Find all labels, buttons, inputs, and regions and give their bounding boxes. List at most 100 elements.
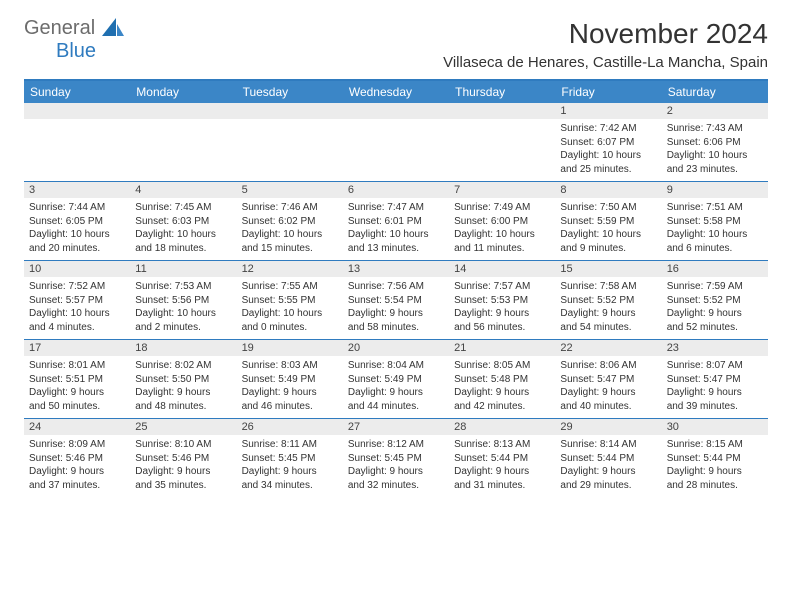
day-details: Sunrise: 8:12 AMSunset: 5:45 PMDaylight:… bbox=[343, 435, 449, 496]
sunrise-text: Sunrise: 7:47 AM bbox=[348, 201, 444, 215]
sunset-text: Sunset: 5:58 PM bbox=[667, 215, 763, 229]
day-cell: 27Sunrise: 8:12 AMSunset: 5:45 PMDayligh… bbox=[343, 419, 449, 497]
daylight-text-2: and 40 minutes. bbox=[560, 400, 656, 414]
weekday-header: Saturday bbox=[662, 81, 768, 103]
daylight-text-1: Daylight: 9 hours bbox=[560, 465, 656, 479]
day-details: Sunrise: 8:02 AMSunset: 5:50 PMDaylight:… bbox=[130, 356, 236, 417]
daylight-text-2: and 37 minutes. bbox=[29, 479, 125, 493]
day-number: 4 bbox=[130, 182, 236, 198]
daylight-text-1: Daylight: 9 hours bbox=[560, 386, 656, 400]
day-details: Sunrise: 7:52 AMSunset: 5:57 PMDaylight:… bbox=[24, 277, 130, 338]
sunset-text: Sunset: 5:44 PM bbox=[454, 452, 550, 466]
sunrise-text: Sunrise: 8:10 AM bbox=[135, 438, 231, 452]
day-number: 10 bbox=[24, 261, 130, 277]
day-cell: 29Sunrise: 8:14 AMSunset: 5:44 PMDayligh… bbox=[555, 419, 661, 497]
sunset-text: Sunset: 6:02 PM bbox=[242, 215, 338, 229]
daylight-text-1: Daylight: 9 hours bbox=[29, 386, 125, 400]
sunrise-text: Sunrise: 7:52 AM bbox=[29, 280, 125, 294]
day-cell: 25Sunrise: 8:10 AMSunset: 5:46 PMDayligh… bbox=[130, 419, 236, 497]
day-details: Sunrise: 8:15 AMSunset: 5:44 PMDaylight:… bbox=[662, 435, 768, 496]
day-cell: 24Sunrise: 8:09 AMSunset: 5:46 PMDayligh… bbox=[24, 419, 130, 497]
daylight-text-2: and 4 minutes. bbox=[29, 321, 125, 335]
sunrise-text: Sunrise: 8:07 AM bbox=[667, 359, 763, 373]
sunrise-text: Sunrise: 8:03 AM bbox=[242, 359, 338, 373]
day-number: 25 bbox=[130, 419, 236, 435]
day-details: Sunrise: 7:56 AMSunset: 5:54 PMDaylight:… bbox=[343, 277, 449, 338]
daylight-text-2: and 25 minutes. bbox=[560, 163, 656, 177]
daylight-text-1: Daylight: 10 hours bbox=[667, 149, 763, 163]
sail-icon bbox=[102, 18, 124, 43]
daylight-text-2: and 18 minutes. bbox=[135, 242, 231, 256]
calendar-grid: Sunday Monday Tuesday Wednesday Thursday… bbox=[24, 79, 768, 497]
day-number: 30 bbox=[662, 419, 768, 435]
day-cell: 20Sunrise: 8:04 AMSunset: 5:49 PMDayligh… bbox=[343, 340, 449, 418]
daylight-text-1: Daylight: 9 hours bbox=[348, 386, 444, 400]
sunset-text: Sunset: 5:44 PM bbox=[667, 452, 763, 466]
day-number: 17 bbox=[24, 340, 130, 356]
daylight-text-1: Daylight: 9 hours bbox=[667, 386, 763, 400]
sunset-text: Sunset: 6:07 PM bbox=[560, 136, 656, 150]
day-details: Sunrise: 7:45 AMSunset: 6:03 PMDaylight:… bbox=[130, 198, 236, 259]
sunset-text: Sunset: 6:05 PM bbox=[29, 215, 125, 229]
day-details: Sunrise: 8:01 AMSunset: 5:51 PMDaylight:… bbox=[24, 356, 130, 417]
daylight-text-2: and 23 minutes. bbox=[667, 163, 763, 177]
day-details: Sunrise: 8:07 AMSunset: 5:47 PMDaylight:… bbox=[662, 356, 768, 417]
day-cell: 1Sunrise: 7:42 AMSunset: 6:07 PMDaylight… bbox=[555, 103, 661, 181]
daylight-text-2: and 34 minutes. bbox=[242, 479, 338, 493]
sunrise-text: Sunrise: 7:50 AM bbox=[560, 201, 656, 215]
daylight-text-1: Daylight: 9 hours bbox=[242, 465, 338, 479]
sunrise-text: Sunrise: 7:53 AM bbox=[135, 280, 231, 294]
day-details: Sunrise: 8:04 AMSunset: 5:49 PMDaylight:… bbox=[343, 356, 449, 417]
day-number: 26 bbox=[237, 419, 343, 435]
day-number: 7 bbox=[449, 182, 555, 198]
daylight-text-2: and 54 minutes. bbox=[560, 321, 656, 335]
daylight-text-1: Daylight: 9 hours bbox=[135, 465, 231, 479]
empty-day-bar bbox=[24, 103, 130, 119]
daylight-text-2: and 44 minutes. bbox=[348, 400, 444, 414]
day-cell: 6 Sunrise: 7:47 AMSunset: 6:01 PMDaylight… bbox=[343, 182, 449, 260]
sunset-text: Sunset: 6:03 PM bbox=[135, 215, 231, 229]
sunrise-text: Sunrise: 8:05 AM bbox=[454, 359, 550, 373]
sunset-text: Sunset: 5:55 PM bbox=[242, 294, 338, 308]
empty-day-bar bbox=[237, 103, 343, 119]
day-number: 5 bbox=[237, 182, 343, 198]
daylight-text-2: and 32 minutes. bbox=[348, 479, 444, 493]
sunrise-text: Sunrise: 7:46 AM bbox=[242, 201, 338, 215]
sunset-text: Sunset: 5:52 PM bbox=[667, 294, 763, 308]
sunrise-text: Sunrise: 7:49 AM bbox=[454, 201, 550, 215]
empty-cell bbox=[343, 103, 449, 181]
sunrise-text: Sunrise: 7:43 AM bbox=[667, 122, 763, 136]
sunset-text: Sunset: 5:45 PM bbox=[242, 452, 338, 466]
day-number: 1 bbox=[555, 103, 661, 119]
day-number: 14 bbox=[449, 261, 555, 277]
weekday-header: Wednesday bbox=[343, 81, 449, 103]
weekday-header: Friday bbox=[555, 81, 661, 103]
week-row: 24Sunrise: 8:09 AMSunset: 5:46 PMDayligh… bbox=[24, 418, 768, 497]
day-cell: 26Sunrise: 8:11 AMSunset: 5:45 PMDayligh… bbox=[237, 419, 343, 497]
daylight-text-2: and 2 minutes. bbox=[135, 321, 231, 335]
daylight-text-2: and 29 minutes. bbox=[560, 479, 656, 493]
daylight-text-2: and 6 minutes. bbox=[667, 242, 763, 256]
day-cell: 3Sunrise: 7:44 AMSunset: 6:05 PMDaylight… bbox=[24, 182, 130, 260]
daylight-text-1: Daylight: 10 hours bbox=[560, 149, 656, 163]
sunrise-text: Sunrise: 8:02 AM bbox=[135, 359, 231, 373]
day-number: 11 bbox=[130, 261, 236, 277]
day-number: 16 bbox=[662, 261, 768, 277]
sunset-text: Sunset: 6:06 PM bbox=[667, 136, 763, 150]
day-number: 6 bbox=[343, 182, 449, 198]
empty-cell bbox=[130, 103, 236, 181]
day-details: Sunrise: 7:44 AMSunset: 6:05 PMDaylight:… bbox=[24, 198, 130, 259]
brand-logo: General Blue bbox=[24, 18, 124, 61]
week-row: 1Sunrise: 7:42 AMSunset: 6:07 PMDaylight… bbox=[24, 103, 768, 181]
day-cell: 8Sunrise: 7:50 AMSunset: 5:59 PMDaylight… bbox=[555, 182, 661, 260]
sunrise-text: Sunrise: 8:13 AM bbox=[454, 438, 550, 452]
day-details: Sunrise: 8:03 AMSunset: 5:49 PMDaylight:… bbox=[237, 356, 343, 417]
day-number: 19 bbox=[237, 340, 343, 356]
location-text: Villaseca de Henares, Castille-La Mancha… bbox=[443, 54, 768, 71]
daylight-text-1: Daylight: 10 hours bbox=[348, 228, 444, 242]
day-cell: 10Sunrise: 7:52 AMSunset: 5:57 PMDayligh… bbox=[24, 261, 130, 339]
day-cell: 28Sunrise: 8:13 AMSunset: 5:44 PMDayligh… bbox=[449, 419, 555, 497]
weeks-container: 1Sunrise: 7:42 AMSunset: 6:07 PMDaylight… bbox=[24, 103, 768, 497]
sunset-text: Sunset: 6:01 PM bbox=[348, 215, 444, 229]
weekday-header: Monday bbox=[130, 81, 236, 103]
